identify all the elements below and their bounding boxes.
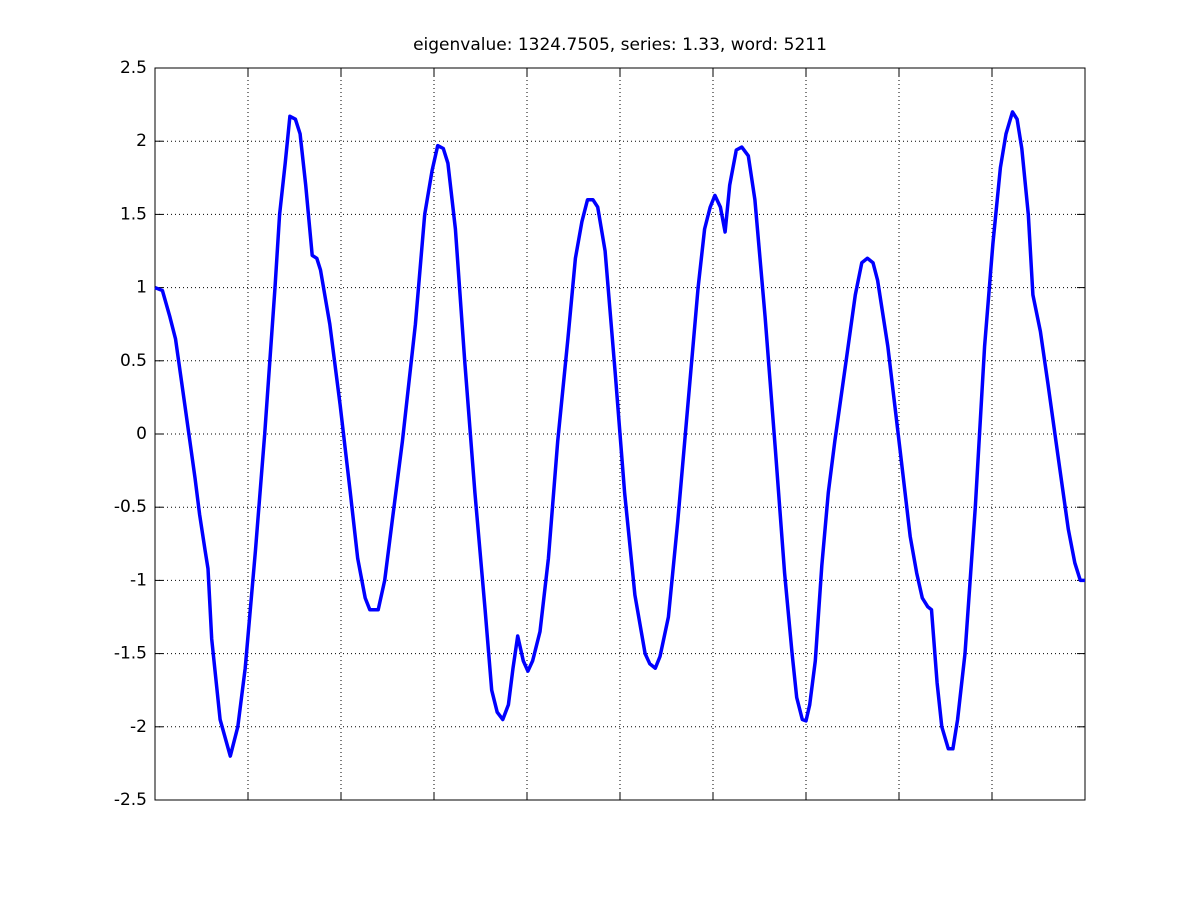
data-line — [154, 110, 1085, 758]
y-tick-label: 0.5 — [120, 351, 147, 371]
plot-frame — [154, 67, 1086, 801]
y-tick-label: -1.5 — [114, 644, 147, 664]
y-tick-label: 2 — [136, 131, 147, 151]
y-tick-label: 0 — [136, 424, 147, 444]
y-tick-label: 1.5 — [120, 204, 147, 224]
y-tick-label: 2.5 — [120, 58, 147, 78]
y-tick-label: -2.5 — [114, 790, 147, 810]
y-tick-label: 1 — [136, 278, 147, 298]
y-tick-label: -0.5 — [114, 497, 147, 517]
y-tick-label: -1 — [130, 570, 147, 590]
y-tick-label: -2 — [130, 717, 147, 737]
chart-title: eigenvalue: 1324.7505, series: 1.33, wor… — [413, 35, 827, 55]
